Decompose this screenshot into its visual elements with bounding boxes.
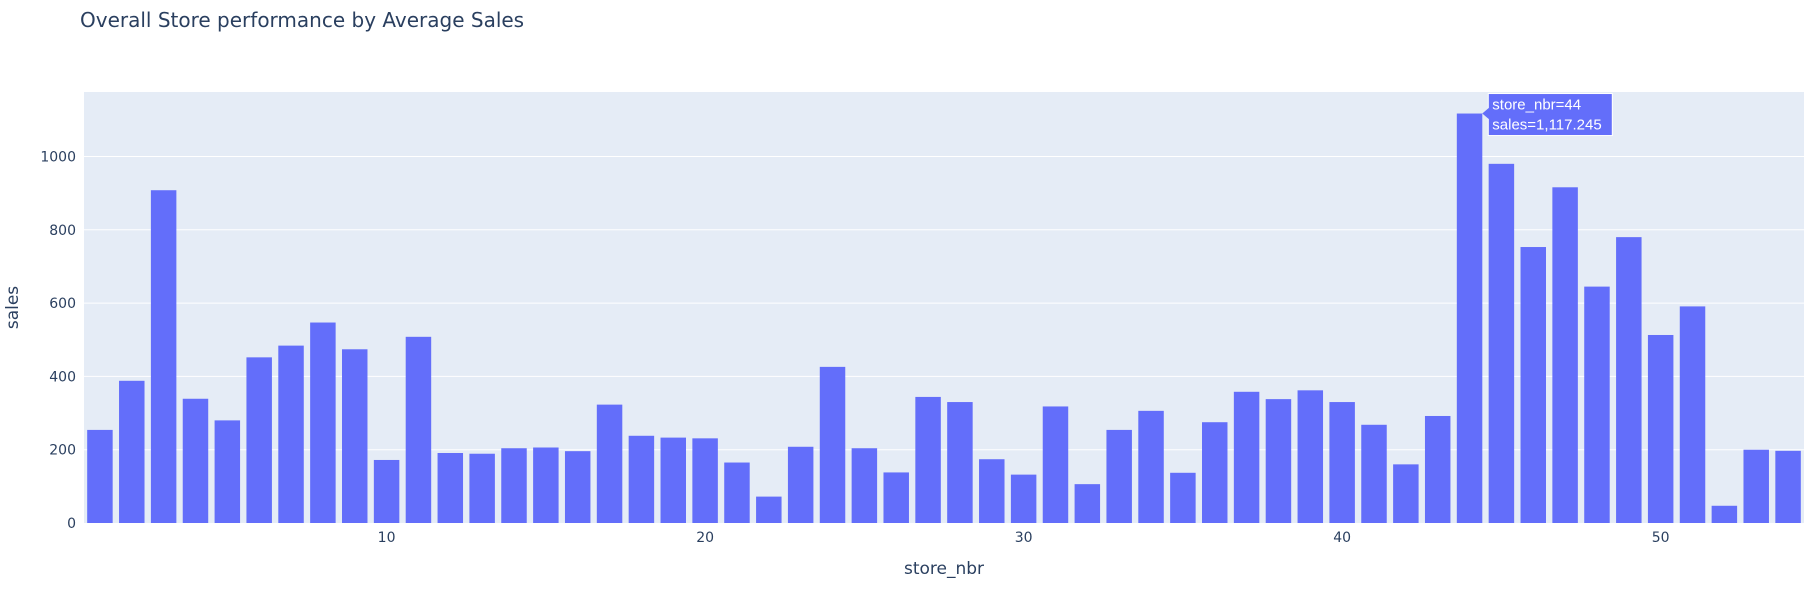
bar-store-44[interactable] — [1456, 113, 1483, 523]
y-axis-title: sales — [3, 286, 23, 329]
bar-store-39[interactable] — [1297, 390, 1324, 523]
bar-store-47[interactable] — [1552, 187, 1578, 523]
bar-store-17[interactable] — [596, 404, 623, 523]
bar-store-41[interactable] — [1361, 424, 1387, 523]
x-axis-title: store_nbr — [904, 559, 984, 579]
bar-store-42[interactable] — [1393, 464, 1419, 523]
bar-store-53[interactable] — [1743, 449, 1769, 523]
x-tick-label: 50 — [1652, 530, 1670, 546]
bar-store-31[interactable] — [1042, 406, 1069, 523]
bar-store-18[interactable] — [628, 435, 655, 523]
bar-store-50[interactable] — [1647, 334, 1674, 523]
bar-store-16[interactable] — [564, 451, 591, 523]
bar-store-10[interactable] — [373, 459, 400, 523]
bar-store-21[interactable] — [724, 462, 750, 523]
bar-store-5[interactable] — [214, 420, 241, 523]
bar-store-4[interactable] — [182, 398, 209, 523]
bar-store-23[interactable] — [787, 446, 814, 523]
bars — [87, 113, 1801, 524]
bar-store-12[interactable] — [437, 452, 464, 523]
tooltip-box — [1487, 93, 1613, 137]
bar-store-15[interactable] — [533, 447, 559, 523]
bar-store-7[interactable] — [278, 345, 304, 523]
bar-store-20[interactable] — [692, 438, 718, 523]
bar-store-37[interactable] — [1233, 391, 1260, 523]
x-tick-label: 10 — [378, 530, 396, 546]
bar-store-2[interactable] — [119, 380, 145, 523]
bar-store-43[interactable] — [1424, 415, 1451, 523]
bar-store-38[interactable] — [1265, 399, 1292, 523]
y-tick-label: 400 — [49, 369, 76, 385]
bar-store-35[interactable] — [1170, 472, 1196, 523]
bar-store-48[interactable] — [1584, 286, 1610, 523]
bar-store-24[interactable] — [819, 366, 846, 523]
hover-tooltip: store_nbr=44 sales=1,117.245 — [1482, 93, 1613, 137]
tooltip-line-store: store_nbr=44 — [1492, 97, 1581, 114]
bar-store-26[interactable] — [883, 472, 909, 523]
bar-store-49[interactable] — [1616, 237, 1642, 523]
x-tick-label: 40 — [1333, 530, 1351, 546]
bar-store-27[interactable] — [915, 396, 941, 523]
plot-area — [84, 92, 1804, 523]
bar-store-25[interactable] — [851, 448, 878, 523]
bar-store-28[interactable] — [947, 402, 973, 523]
gridlines — [84, 156, 1804, 451]
y-tick-label: 800 — [49, 223, 76, 239]
bar-store-6[interactable] — [246, 357, 272, 523]
bar-store-19[interactable] — [660, 437, 686, 523]
tooltip-arrow — [1482, 107, 1490, 120]
chart-title: Overall Store performance by Average Sal… — [80, 8, 525, 32]
bar-store-36[interactable] — [1202, 422, 1228, 523]
bar-store-13[interactable] — [469, 453, 495, 523]
y-tick-label: 200 — [49, 443, 76, 459]
y-tick-label: 1000 — [40, 150, 76, 166]
tooltip-line-sales: sales=1,117.245 — [1492, 117, 1601, 134]
y-tick-label: 0 — [67, 516, 76, 532]
bar-store-29[interactable] — [979, 459, 1005, 523]
bar-store-9[interactable] — [342, 349, 368, 523]
y-tick-label: 600 — [49, 296, 76, 312]
bar-store-3[interactable] — [150, 190, 177, 524]
bar-store-33[interactable] — [1106, 429, 1132, 523]
bar-store-22[interactable] — [756, 496, 782, 523]
bar-store-11[interactable] — [405, 336, 432, 523]
bar-store-30[interactable] — [1010, 474, 1037, 523]
bar-store-1[interactable] — [87, 429, 113, 523]
x-tick-label: 20 — [696, 530, 714, 546]
bar-store-46[interactable] — [1520, 247, 1546, 523]
bar-store-40[interactable] — [1329, 402, 1355, 523]
bar-store-14[interactable] — [501, 448, 527, 523]
x-tick-label: 30 — [1015, 530, 1033, 546]
y-axis-ticks: 0 200 400 600 800 1000 — [40, 150, 76, 532]
bar-store-8[interactable] — [310, 322, 336, 523]
bar-store-51[interactable] — [1679, 306, 1706, 523]
bar-store-32[interactable] — [1074, 484, 1101, 523]
bar-store-45[interactable] — [1488, 163, 1515, 524]
x-axis-ticks: 10 20 30 40 50 — [378, 530, 1670, 546]
bar-store-54[interactable] — [1775, 450, 1801, 523]
bar-store-34[interactable] — [1138, 410, 1164, 523]
bar-store-52[interactable] — [1711, 505, 1738, 523]
